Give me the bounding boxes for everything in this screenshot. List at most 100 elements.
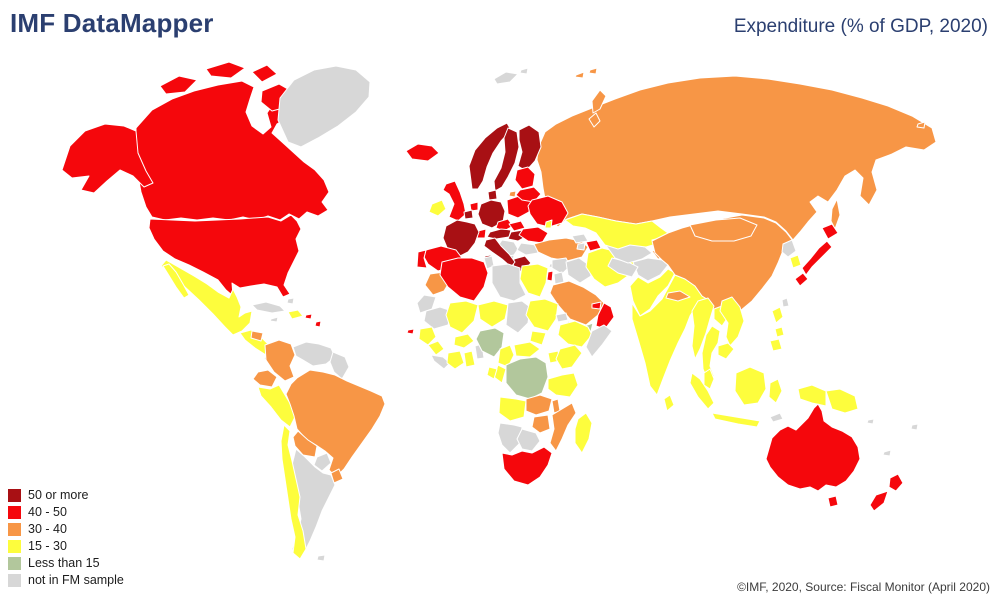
country-south-sudan[interactable] [529,330,547,346]
country-mongolia[interactable] [689,217,758,242]
country-north-korea[interactable] [781,239,797,258]
country-united-states[interactable] [61,123,154,194]
country-indonesia[interactable] [797,384,827,407]
country-gabon[interactable] [486,366,498,380]
country-vietnam[interactable] [719,296,745,347]
country-japan[interactable] [821,223,839,240]
country-indonesia[interactable] [689,372,715,410]
country-myanmar[interactable] [691,297,715,360]
country-mauritania[interactable] [423,306,453,330]
country-ecuador[interactable] [252,369,278,388]
country-papua-new-guinea[interactable] [825,388,859,414]
country-dr-congo[interactable] [505,356,549,400]
country-russia[interactable] [591,89,607,114]
country-russia[interactable] [916,121,926,129]
country-indonesia[interactable] [711,412,761,428]
country-russia[interactable] [588,67,598,75]
country-ethiopia[interactable] [557,320,593,348]
country-kenya[interactable] [555,344,583,370]
country-sudan[interactable] [525,298,559,332]
country-russia[interactable] [588,112,601,128]
country-denmark[interactable] [487,189,498,201]
country-nepal[interactable] [665,290,691,302]
country-venezuela[interactable] [292,341,336,367]
country-mozambique[interactable] [549,402,577,452]
country-chile[interactable] [280,424,307,560]
country-sri-lanka[interactable] [663,394,675,412]
country-philippines[interactable] [771,306,784,324]
country-france[interactable] [442,219,480,258]
country-burkina-faso[interactable] [453,333,475,349]
country-netherlands[interactable] [469,201,479,212]
legend-item-50-or-more[interactable]: 50 or more [8,488,124,502]
country-armenia[interactable] [576,242,586,251]
country-cambodia[interactable] [717,342,735,360]
country-japan[interactable] [801,240,833,276]
country-angola[interactable] [498,396,527,422]
country-pakistan[interactable] [629,268,676,317]
country-czech-republic[interactable] [495,218,514,232]
country-paraguay[interactable] [313,452,332,472]
country-fiji[interactable] [910,423,919,431]
country-ghana[interactable] [463,350,476,368]
country-malaysia[interactable] [703,368,715,390]
country-mexico[interactable] [160,259,253,336]
country-philippines[interactable] [774,326,785,338]
country-madagascar[interactable] [574,412,593,454]
country-belgium[interactable] [463,209,474,220]
country-china[interactable] [651,214,794,317]
country-nigeria[interactable] [475,327,505,358]
country-baltic-states[interactable] [514,166,536,190]
country-bolivia[interactable] [292,430,318,458]
country-mexico[interactable] [162,263,190,299]
country-new-zealand[interactable] [888,473,904,492]
country-honduras[interactable] [250,330,264,342]
country-canada[interactable] [251,64,278,83]
country-finland[interactable] [517,124,542,172]
country-c-te-d-ivoire[interactable] [446,350,465,370]
legend-item-40-50[interactable]: 40 - 50 [8,505,124,519]
country-eritrea[interactable] [555,312,569,323]
country-iceland[interactable] [405,143,440,162]
country-indonesia[interactable] [768,378,783,404]
country-senegal[interactable] [418,326,437,346]
country-new-zealand[interactable] [869,490,889,512]
country-georgia[interactable] [571,233,589,244]
country-australia[interactable] [765,403,861,492]
country-italy[interactable] [483,237,516,268]
country-dominican-republic[interactable] [287,309,304,320]
country-brazil[interactable] [285,369,386,478]
country-solomon-islands[interactable] [866,418,875,425]
legend-item-30-40[interactable]: 30 - 40 [8,522,124,536]
country-timor-leste[interactable] [769,412,784,423]
country-egypt[interactable] [519,263,549,298]
country-greenland[interactable] [277,65,371,148]
country-south-africa[interactable] [501,446,553,486]
country-chad[interactable] [505,300,531,334]
country-united-states[interactable] [148,214,302,298]
country-bulgaria[interactable] [516,242,539,256]
country-svalbard[interactable] [519,67,529,75]
legend-item-not-in-fm-sample[interactable]: not in FM sample [8,573,124,587]
country-central-african-republic[interactable] [513,341,541,358]
country-indonesia[interactable] [734,366,767,406]
country-taiwan[interactable] [781,297,790,308]
country-svalbard[interactable] [493,71,519,85]
country-somalia[interactable] [585,324,613,358]
country-cabo-verde[interactable] [406,328,415,335]
country-canada[interactable] [159,75,198,95]
country-russia[interactable] [830,198,841,230]
legend-item-15-30[interactable]: 15 - 30 [8,539,124,553]
country-mali[interactable] [445,300,479,334]
country-canada[interactable] [205,61,246,79]
country-slovakia[interactable] [508,220,526,232]
country-russia[interactable] [508,190,517,198]
country-moldova[interactable] [544,219,553,229]
country-romania[interactable] [518,226,549,244]
country-botswana[interactable] [516,428,541,452]
country-oman[interactable] [595,302,615,330]
country-guinea[interactable] [427,340,445,356]
country-algeria[interactable] [439,257,489,302]
country-philippines[interactable] [769,338,783,352]
